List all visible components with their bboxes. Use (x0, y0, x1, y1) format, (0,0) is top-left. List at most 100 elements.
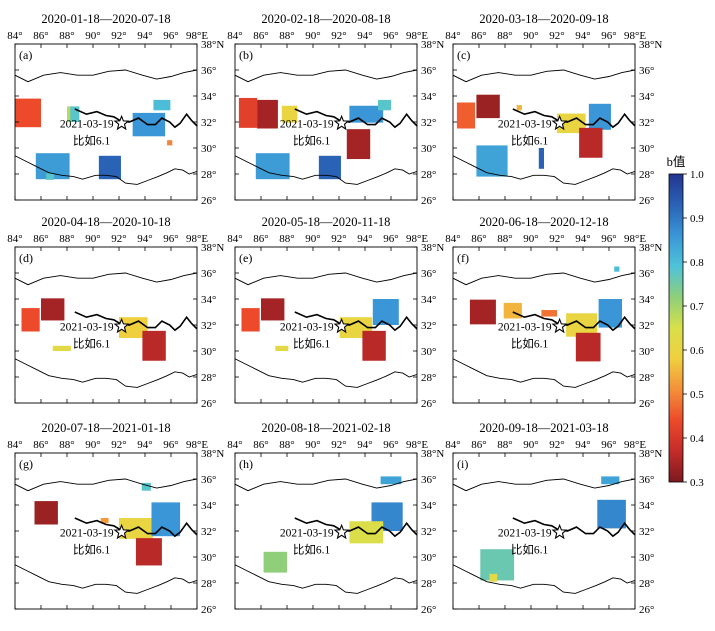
y-tick-label: 26° (421, 398, 436, 410)
panel-title: 2020-04-18—2020-10-18 (41, 215, 170, 229)
y-tick-label: 34° (639, 500, 654, 512)
epicenter-star (551, 114, 568, 131)
y-tick-label: 38°N (201, 448, 224, 460)
panel-plot-area (15, 478, 197, 594)
b-value-cell (261, 298, 285, 321)
b-value-cell (67, 106, 73, 122)
x-tick-label: 90° (85, 233, 100, 245)
b-value-cell (476, 145, 508, 177)
national-boundary (235, 358, 417, 388)
national-boundary (235, 155, 417, 185)
b-value-cell (257, 99, 278, 129)
b-value-cell (167, 140, 173, 146)
event-date-label: 2021-03-19 (498, 118, 552, 130)
fault-line (294, 311, 417, 332)
fault-line (294, 517, 417, 538)
event-date-label: 2021-03-19 (60, 321, 114, 333)
y-tick-label: 32° (201, 320, 216, 332)
x-tick-label: 84° (7, 439, 22, 451)
panel-title: 2020-01-18—2020-07-18 (41, 12, 170, 26)
x-tick-label: 98°E (624, 233, 646, 245)
y-tick-label: 36° (639, 268, 654, 280)
x-tick-label: 98°E (406, 439, 428, 451)
x-tick-label: 94° (357, 233, 372, 245)
b-value-cell (98, 155, 121, 180)
y-tick-label: 30° (421, 552, 436, 564)
epicenter-star (113, 114, 130, 131)
x-tick-label: 88° (279, 439, 294, 451)
panel-plot-area (453, 476, 635, 594)
province-boundary (235, 272, 417, 286)
x-tick-label: 88° (497, 30, 512, 42)
map-panel: 2020-02-18—2020-08-18 84° 86° 88° 90° 92° 94° 9… (227, 12, 444, 207)
map-panel: 2020-01-18—2020-07-18 84° 86° 88° 90° 92° 94° 9… (7, 12, 224, 207)
map-panel: 2020-06-18—2020-12-18 84° 86° 88° 90° 92° 94° 9… (445, 215, 662, 410)
y-tick-label: 28° (421, 372, 436, 384)
y-tick-label: 34° (201, 500, 216, 512)
x-tick-label: 92° (549, 439, 564, 451)
y-tick-label: 30° (639, 346, 654, 358)
panel-label: (h) (239, 457, 253, 471)
event-name-label: 比如6.1 (511, 542, 549, 556)
y-tick-label: 34° (421, 500, 436, 512)
x-tick-label: 98°E (406, 233, 428, 245)
y-tick-label: 32° (639, 320, 654, 332)
y-tick-label: 38°N (201, 242, 224, 254)
national-boundary (453, 358, 635, 388)
y-tick-label: 26° (639, 195, 654, 207)
event-date-label: 2021-03-19 (498, 527, 552, 539)
panel-plot-area (235, 272, 417, 388)
y-tick-label: 34° (639, 91, 654, 103)
panel-title: 2020-05-18—2020-11-18 (262, 215, 391, 229)
y-tick-label: 28° (201, 578, 216, 590)
x-tick-label: 94° (575, 30, 590, 42)
b-value-cell (275, 345, 289, 351)
x-tick-label: 98°E (624, 30, 646, 42)
y-tick-label: 38°N (639, 39, 662, 51)
epicenter-star (551, 317, 568, 334)
x-tick-label: 94° (575, 233, 590, 245)
panel-title: 2020-07-18—2021-01-18 (41, 421, 170, 435)
epicenter-star (113, 317, 130, 334)
x-tick-label: 94° (137, 439, 152, 451)
panel-plot-area (15, 69, 197, 185)
b-value-cell (579, 127, 603, 158)
colorbar-tick-label: 0.5 (690, 389, 704, 401)
colorbar-tick-label: 0.9 (690, 213, 704, 225)
fault-line (74, 517, 197, 538)
colorbar-tick-label: 0.6 (690, 345, 704, 357)
x-tick-label: 98°E (186, 233, 208, 245)
x-tick-label: 90° (305, 30, 320, 42)
event-name-label: 比如6.1 (73, 542, 111, 556)
b-value-cell (34, 501, 58, 525)
b-value-cell (469, 299, 496, 325)
y-tick-label: 32° (421, 526, 436, 538)
y-tick-label: 26° (421, 195, 436, 207)
y-tick-label: 34° (201, 91, 216, 103)
panel-label: (f) (457, 251, 469, 265)
x-tick-label: 92° (549, 30, 564, 42)
x-tick-label: 96° (383, 439, 398, 451)
b-value-cell (598, 299, 622, 328)
b-value-cell (516, 105, 522, 111)
map-panel: 2020-09-18—2021-03-18 84° 86° 88° 90° 92° 94° 9… (445, 421, 662, 616)
b-value-cell (41, 298, 65, 321)
x-tick-label: 98°E (186, 439, 208, 451)
b-value-cell (575, 332, 601, 362)
b-value-cell (238, 97, 258, 128)
province-boundary (453, 478, 635, 492)
panel-label: (e) (239, 251, 252, 265)
x-tick-label: 86° (471, 439, 486, 451)
b-value-cell (378, 99, 391, 111)
b-value-cell (456, 102, 476, 129)
province-boundary (453, 69, 635, 83)
map-panel: 2020-04-18—2020-10-18 84° 86° 88° 90° 92° 94° 9… (7, 215, 224, 410)
b-value-cell (15, 98, 41, 128)
b-value-cell (52, 345, 71, 351)
b-value-cell (151, 502, 181, 537)
colorbar-ticks: 1.0 0.9 0.8 0.7 0.6 0.5 0.4 0.3 (683, 169, 704, 489)
province-boundary (235, 69, 417, 83)
fault-line (74, 108, 197, 129)
colorbar-tick-label: 0.8 (690, 257, 704, 269)
province-boundary (453, 272, 635, 286)
